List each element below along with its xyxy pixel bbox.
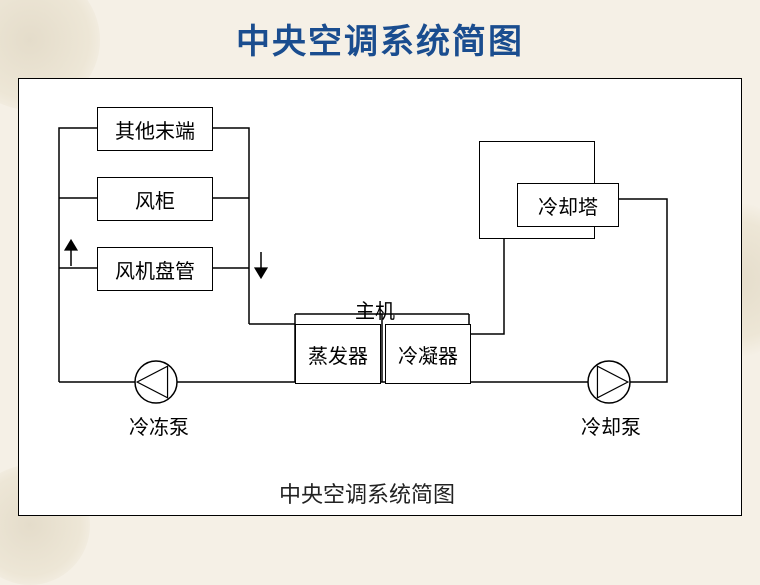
page-title: 中央空调系统简图 [0, 0, 760, 63]
node-terminal_other: 其他末端 [97, 107, 213, 151]
label-chiller_pump: 冷冻泵 [129, 411, 189, 440]
diagram-caption: 中央空调系统简图 [279, 477, 455, 509]
node-evaporator: 蒸发器 [295, 324, 381, 384]
node-condenser: 冷凝器 [385, 324, 471, 384]
node-fan_cabinet: 风柜 [97, 177, 213, 221]
diagram-frame: 其他末端风柜风机盘管蒸发器冷凝器 冷却塔主机冷冻泵 冷却泵 中央空调系统简图 [18, 78, 742, 516]
node-cooling_tower_inner: 冷却塔 [517, 183, 619, 227]
label-host: 主机 [355, 295, 395, 324]
label-cooling_pump: 冷却泵 [581, 411, 641, 440]
node-fan_coil: 风机盘管 [97, 247, 213, 291]
